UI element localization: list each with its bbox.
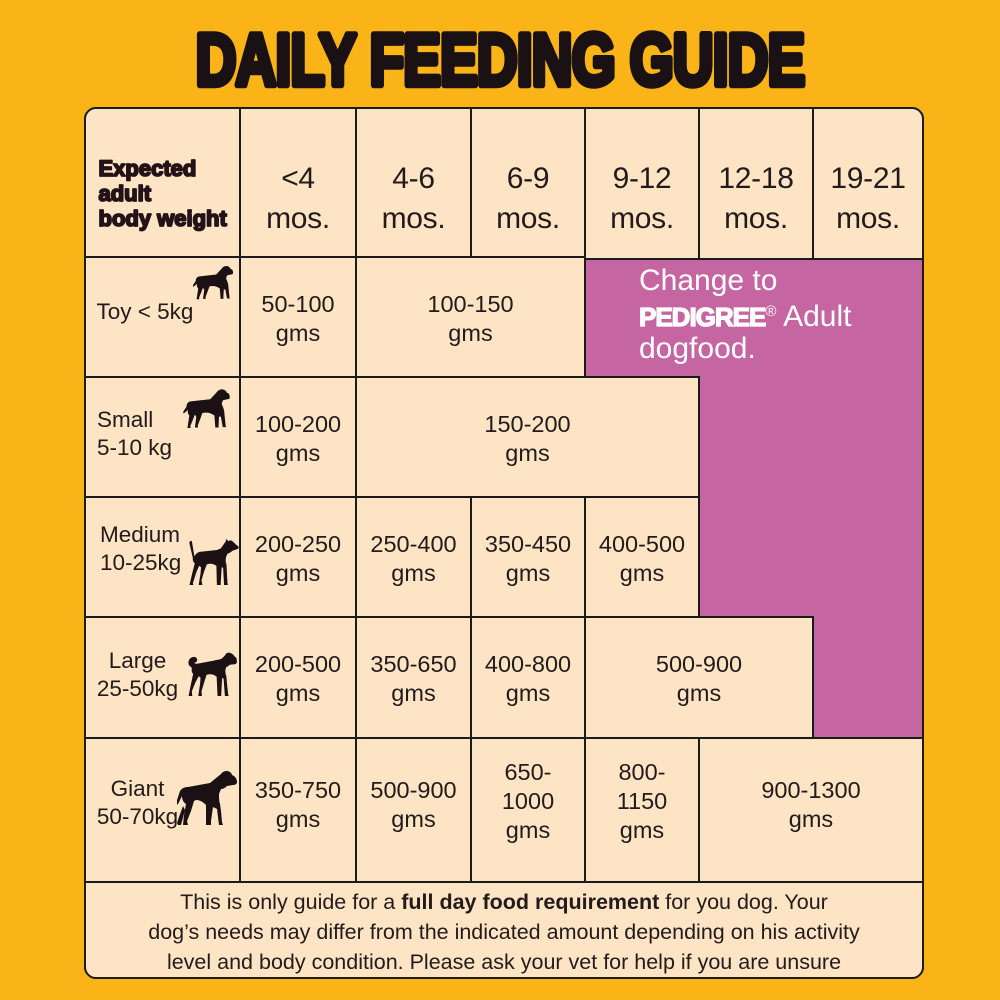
svg-text:DAILY FEEDING GUIDE: DAILY FEEDING GUIDE xyxy=(196,19,805,101)
svg-text:Expected: Expected xyxy=(99,156,197,181)
svg-text:body weight: body weight xyxy=(99,206,228,231)
svg-text:adult: adult xyxy=(99,181,152,206)
